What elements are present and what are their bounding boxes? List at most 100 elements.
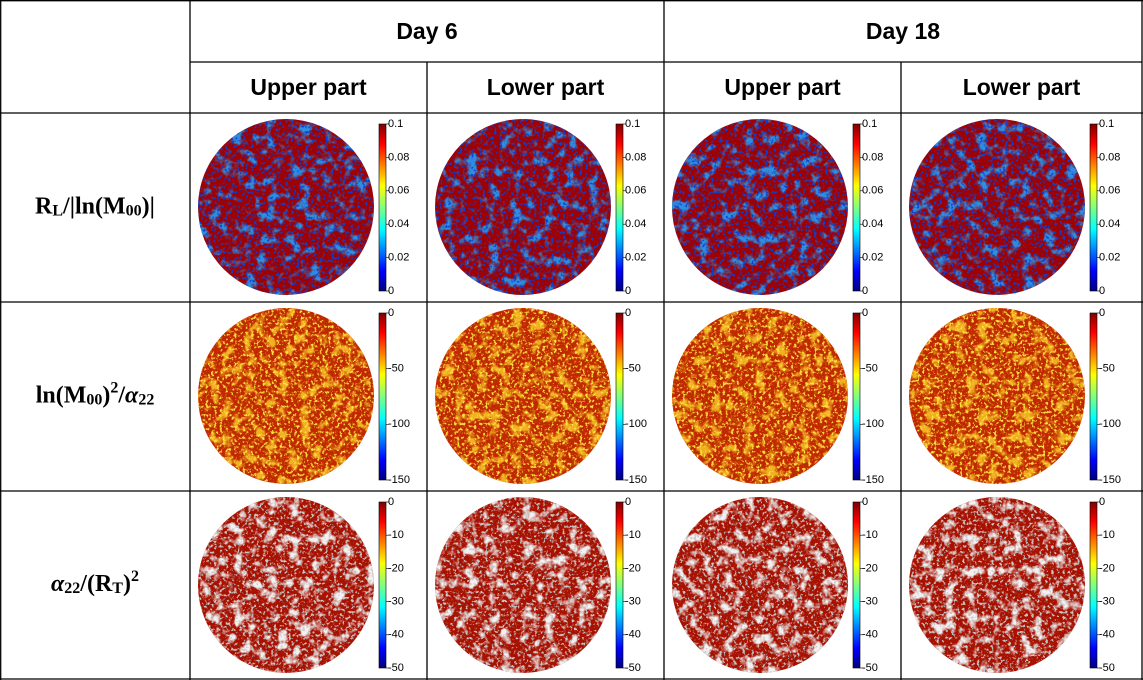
image-speckle	[672, 497, 848, 673]
colorbar-tick-label: -50	[388, 363, 404, 375]
image-cell	[435, 497, 611, 673]
colorbar-tick-label: 0.04	[1099, 218, 1120, 230]
image-cell	[435, 308, 611, 484]
colorbar-tick-label: -100	[862, 418, 884, 430]
colorbar-tick-label: 0	[862, 307, 868, 319]
colorbar-tick-label: -10	[388, 529, 404, 541]
colorbar-tick-label: 0	[1099, 285, 1105, 297]
label-part: 22	[64, 580, 80, 597]
colorbar-tick-label: -50	[1099, 363, 1115, 375]
label-part: /(R	[79, 571, 113, 597]
colorbar-tick-label: 0.06	[862, 185, 883, 197]
label-part: α	[125, 382, 139, 408]
image-speckle	[435, 308, 611, 484]
image-cell	[672, 497, 848, 673]
colorbar-tick-label: 0.02	[625, 252, 646, 264]
colorbar	[378, 501, 387, 669]
column-header: Lower part	[963, 74, 1081, 100]
colorbar-tick-label: 0	[625, 496, 631, 508]
label-part: )	[102, 382, 110, 408]
image-cell	[909, 119, 1085, 295]
colorbar	[1089, 501, 1098, 669]
colorbar-tick-label: 0.06	[625, 185, 646, 197]
colorbar-tick-label: 0.08	[625, 151, 646, 163]
column-header: Upper part	[250, 74, 367, 100]
colorbar	[852, 501, 861, 669]
image-speckle	[198, 119, 374, 295]
image-cell	[672, 119, 848, 295]
label-part: )	[123, 571, 131, 597]
image-speckle	[672, 119, 848, 295]
colorbar-tick-label: 0.1	[625, 118, 640, 130]
image-cell	[435, 119, 611, 295]
colorbar-tick-label: -40	[1099, 629, 1115, 641]
row-label: ln(M00)2/α22	[36, 380, 155, 409]
colorbar-tick-label: -30	[862, 596, 878, 608]
image-cell	[198, 119, 374, 295]
colorbar	[615, 501, 624, 669]
colorbar-tick-label: 0.02	[862, 252, 883, 264]
colorbar-tick-label: -20	[1099, 562, 1115, 574]
colorbar	[378, 312, 387, 481]
colorbar	[615, 123, 624, 292]
row-label: α22/(RT)2	[51, 568, 139, 597]
image-cell	[198, 497, 374, 673]
image-speckle	[435, 497, 611, 673]
colorbar-tick-label: -100	[1099, 418, 1121, 430]
colorbar-tick-label: -30	[388, 596, 404, 608]
colorbar-tick-label: -50	[862, 662, 878, 674]
label-part: 00	[126, 203, 142, 220]
label-part: R	[35, 193, 53, 219]
colorbar-tick-label: 0.06	[1099, 185, 1120, 197]
colorbar-tick-label: 0.04	[862, 218, 883, 230]
colorbar-tick-label: 0.02	[1099, 252, 1120, 264]
label-part: T	[112, 580, 123, 597]
group-header: Day 18	[866, 18, 940, 44]
colorbar-tick-label: -150	[1099, 474, 1121, 486]
label-part: L	[52, 203, 63, 220]
colorbar-tick-label: 0	[625, 285, 631, 297]
image-speckle	[198, 497, 374, 673]
colorbar-tick-label: -40	[862, 629, 878, 641]
colorbar	[1089, 312, 1098, 481]
colorbar-tick-label: -50	[1099, 662, 1115, 674]
colorbar-tick-label: -100	[388, 418, 410, 430]
colorbar-tick-label: -40	[625, 629, 641, 641]
colorbar-tick-label: -30	[1099, 596, 1115, 608]
colorbar-tick-label: -50	[388, 662, 404, 674]
colorbar-tick-label: 0.1	[862, 118, 877, 130]
image-cell	[198, 308, 374, 484]
colorbar	[852, 123, 861, 292]
row-label: RL/|ln(M00)|	[35, 193, 155, 220]
label-part: /|ln(M	[62, 193, 126, 219]
label-part: /	[117, 382, 125, 408]
label-part: α	[51, 571, 65, 597]
image-speckle	[435, 119, 611, 295]
colorbar-tick-label: -50	[625, 363, 641, 375]
image-speckle	[909, 308, 1085, 484]
colorbar-tick-label: -50	[862, 363, 878, 375]
colorbar-tick-label: 0.02	[388, 252, 409, 264]
label-part: 00	[86, 392, 102, 409]
colorbar-tick-label: -150	[625, 474, 647, 486]
colorbar-tick-label: 0	[625, 307, 631, 319]
colorbar-tick-label: -10	[625, 529, 641, 541]
colorbar-tick-label: 0.04	[388, 218, 409, 230]
colorbar-tick-label: -20	[625, 562, 641, 574]
column-header: Upper part	[724, 74, 841, 100]
colorbar-tick-label: -50	[625, 662, 641, 674]
image-speckle	[672, 308, 848, 484]
colorbar-tick-label: 0	[862, 496, 868, 508]
colorbar-tick-label: -40	[388, 629, 404, 641]
colorbar-tick-label: 0	[1099, 496, 1105, 508]
colorbar-tick-label: -10	[862, 529, 878, 541]
colorbar-tick-label: -150	[862, 474, 884, 486]
colorbar-tick-label: -20	[862, 562, 878, 574]
image-speckle	[198, 308, 374, 484]
label-part: 22	[138, 392, 154, 409]
colorbar-tick-label: 0.1	[388, 118, 403, 130]
column-header: Lower part	[487, 74, 605, 100]
colorbar-tick-label: 0.04	[625, 218, 646, 230]
